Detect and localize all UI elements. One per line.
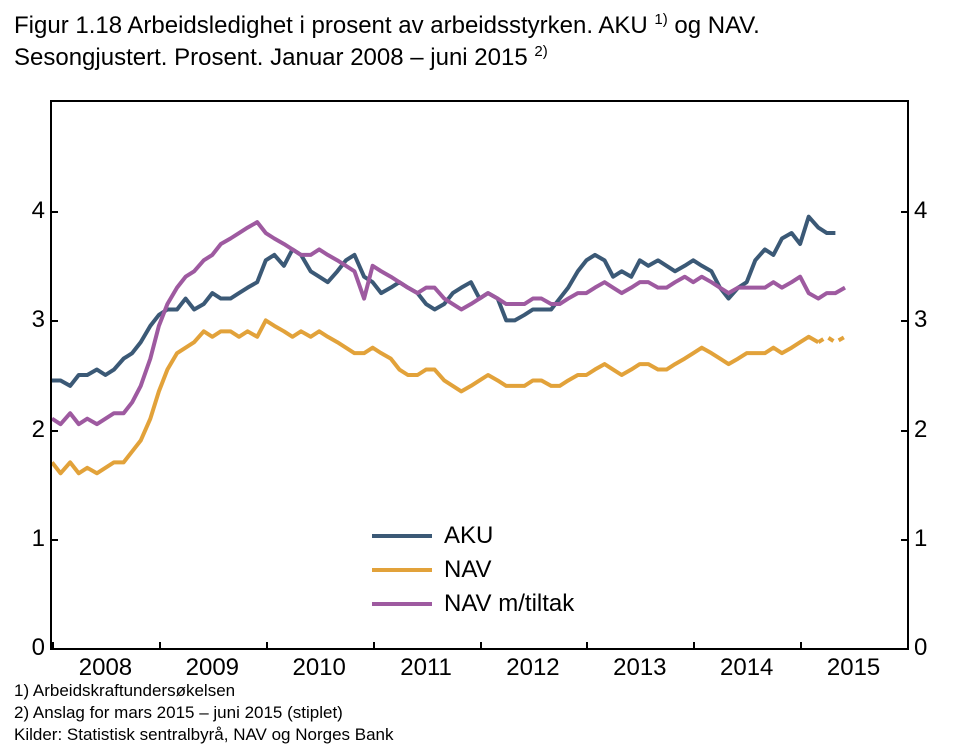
ytick-right: 1 — [914, 525, 954, 553]
legend-item: NAV m/tiltak — [372, 590, 574, 618]
footer-line-3: Kilder: Statistisk sentralbyrå, NAV og N… — [14, 724, 394, 746]
figure-container: Figur 1.18 Arbeidsledighet i prosent av … — [0, 0, 959, 752]
title-text-1b: og NAV. — [668, 12, 760, 39]
title-text-2: Sesongjustert. Prosent. Januar 2008 – ju… — [14, 44, 534, 71]
figure-title: Figur 1.18 Arbeidsledighet i prosent av … — [14, 10, 934, 75]
plot-area: AKU NAV NAV m/tiltak — [50, 100, 909, 650]
xtick: 2008 — [79, 654, 132, 682]
legend-line-icon — [372, 534, 432, 538]
ytick-left: 0 — [5, 634, 45, 662]
legend-label: NAV — [444, 556, 492, 584]
ytick-left: 4 — [5, 197, 45, 225]
legend-label: NAV m/tiltak — [444, 590, 574, 618]
ytick-right: 0 — [914, 634, 954, 662]
xtick: 2009 — [186, 654, 239, 682]
legend-item: NAV — [372, 556, 574, 584]
legend: AKU NAV NAV m/tiltak — [372, 522, 574, 624]
footer-line-2: 2) Anslag for mars 2015 – juni 2015 (sti… — [14, 702, 394, 724]
legend-label: AKU — [444, 522, 493, 550]
ytick-right: 2 — [914, 416, 954, 444]
ytick-right: 3 — [914, 306, 954, 334]
xtick: 2014 — [720, 654, 773, 682]
xtick: 2013 — [613, 654, 666, 682]
xtick: 2015 — [827, 654, 880, 682]
title-text-1: Figur 1.18 Arbeidsledighet i prosent av … — [14, 12, 654, 39]
xtick: 2011 — [400, 654, 452, 682]
footer-line-1: 1) Arbeidskraftundersøkelsen — [14, 680, 394, 702]
title-sup-1: 1) — [654, 11, 667, 28]
legend-line-icon — [372, 568, 432, 572]
legend-line-icon — [372, 602, 432, 606]
title-sup-2: 2) — [534, 43, 547, 60]
ytick-left: 2 — [5, 416, 45, 444]
ytick-left: 1 — [5, 525, 45, 553]
xtick: 2010 — [292, 654, 345, 682]
ytick-left: 3 — [5, 306, 45, 334]
legend-item: AKU — [372, 522, 574, 550]
xtick: 2012 — [506, 654, 559, 682]
ytick-right: 4 — [914, 197, 954, 225]
figure-footer: 1) Arbeidskraftundersøkelsen 2) Anslag f… — [14, 680, 394, 746]
